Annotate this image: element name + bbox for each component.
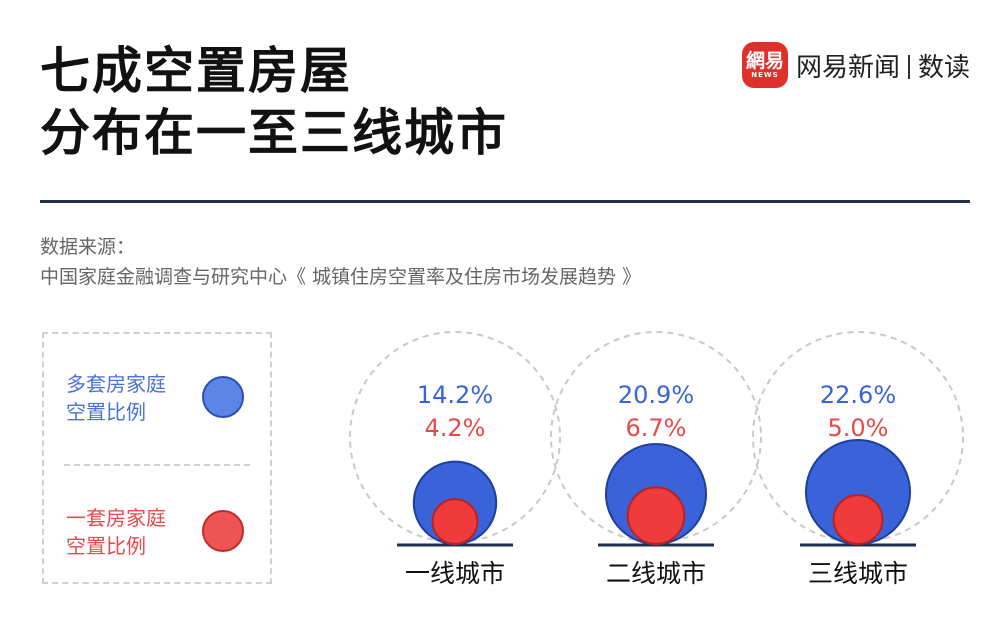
outer-dashed-ring-2 bbox=[550, 331, 762, 543]
legend-single-line2: 空置比例 bbox=[66, 534, 146, 558]
category-label-3: 三线城市 bbox=[808, 559, 908, 588]
single-bubble-3 bbox=[832, 494, 884, 546]
single-bubble-1 bbox=[431, 498, 479, 545]
brand-section: 数读 bbox=[917, 52, 970, 83]
single-value-label-1: 4.2% bbox=[425, 414, 486, 442]
category-label-2: 二线城市 bbox=[606, 559, 706, 588]
multi-value-label-3: 22.6% bbox=[820, 381, 896, 409]
data-source: 数据来源： 中国家庭金融调查与研究中心《 城镇住房空置率及住房市场发展趋势 》 bbox=[40, 232, 641, 292]
legend-multi-line1: 多套房家庭 bbox=[66, 372, 166, 396]
legend-multi-line2: 空置比例 bbox=[66, 400, 146, 424]
single-value-label-2: 6.7% bbox=[626, 414, 687, 442]
single-value-label-3: 5.0% bbox=[828, 414, 889, 442]
header-divider bbox=[40, 200, 970, 203]
page-title: 七成空置房屋 分布在一至三线城市 bbox=[40, 40, 508, 164]
category-label-1: 一线城市 bbox=[405, 559, 505, 588]
legend-multi-label: 多套房家庭 空置比例 bbox=[66, 370, 166, 426]
legend-single-label: 一套房家庭 空置比例 bbox=[66, 504, 166, 560]
source-label: 数据来源： bbox=[40, 236, 136, 258]
legend-multi-dot-icon bbox=[202, 376, 244, 418]
brand: 網易 NEWS 网易新闻 数读 bbox=[741, 42, 970, 88]
multi-value-label-1: 14.2% bbox=[417, 381, 493, 409]
legend-single-dot-icon bbox=[202, 510, 244, 552]
single-bubble-2 bbox=[626, 486, 686, 545]
logo-glyph: 網易 bbox=[745, 49, 784, 72]
legend-single-line1: 一套房家庭 bbox=[66, 506, 166, 530]
netease-logo-icon: 網易 NEWS bbox=[741, 42, 788, 88]
brand-name-text: 网易新闻 bbox=[795, 52, 900, 83]
outer-dashed-ring-3 bbox=[752, 331, 964, 543]
legend: 多套房家庭 空置比例 一套房家庭 空置比例 bbox=[42, 332, 272, 584]
brand-separator bbox=[907, 54, 910, 79]
logo-sub: NEWS bbox=[751, 70, 779, 79]
multi-value-label-2: 20.9% bbox=[618, 381, 694, 409]
outer-dashed-ring-1 bbox=[349, 331, 561, 543]
brand-name: 网易新闻 数读 bbox=[796, 47, 970, 84]
title-line-1: 七成空置房屋 bbox=[40, 42, 352, 100]
title-line-2: 分布在一至三线城市 bbox=[40, 104, 508, 162]
source-text: 中国家庭金融调查与研究中心《 城镇住房空置率及住房市场发展趋势 》 bbox=[40, 266, 642, 288]
legend-separator bbox=[64, 464, 250, 466]
